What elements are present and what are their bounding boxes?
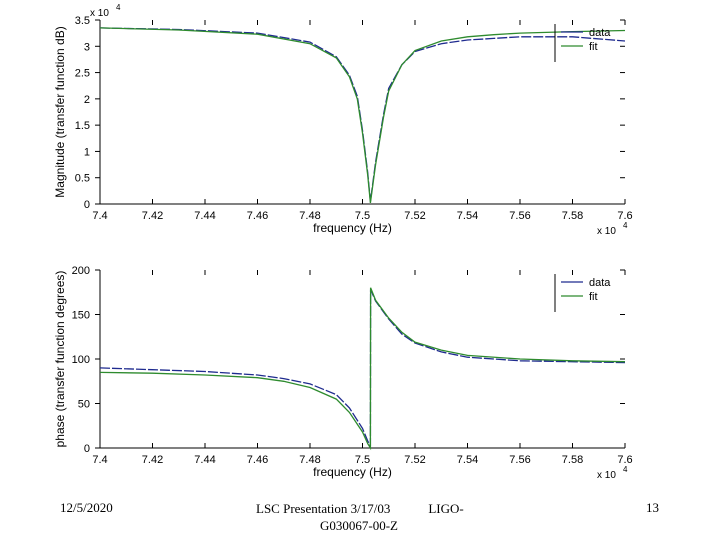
footer-date: 12/5/2020 (60, 500, 113, 515)
chart1-y-tick-label: 1.5 (75, 120, 90, 132)
chart1-x-tick-label: 7.48 (299, 210, 320, 222)
chart2-x-tick-label: 7.52 (404, 454, 425, 466)
chart2-y-tick-label: 0 (84, 443, 90, 455)
chart1-x-axis-label: frequency (Hz) (313, 221, 392, 235)
chart1-x-multiplier: x 10 (597, 226, 616, 237)
chart1-x-multiplier-exp: 4 (623, 221, 628, 230)
footer-page-number: 13 (646, 500, 659, 515)
chart2-legend-label-data: data (589, 277, 611, 289)
chart1-x-tick-label: 7.4 (92, 210, 107, 222)
chart1-legend-label-data: data (589, 27, 611, 39)
chart1-y-multiplier-exp: 4 (116, 3, 121, 12)
chart2-x-tick-label: 7.4 (92, 454, 107, 466)
chart2-x-tick-label: 7.6 (617, 454, 632, 466)
chart1-y-tick-label: 2.5 (75, 68, 90, 80)
chart1-x-tick-label: 7.52 (404, 210, 425, 222)
chart2-y-axis-label: phase (transfer function degrees) (53, 271, 67, 448)
chart2-series-data (99, 289, 626, 447)
chart1-y-tick-label: 3.5 (75, 15, 90, 27)
chart2-y-tick-label: 50 (78, 399, 90, 411)
chart2-x-tick-label: 7.5 (355, 454, 370, 466)
chart1-series-data (99, 27, 626, 202)
chart1-y-tick-label: 2 (84, 94, 90, 106)
chart2-x-tick-label: 7.48 (299, 454, 320, 466)
chart2-x-tick-label: 7.44 (194, 454, 215, 466)
chart1-x-tick-label: 7.46 (247, 210, 268, 222)
chart1-x-tick-label: 7.54 (457, 210, 478, 222)
chart2-x-tick-label: 7.46 (247, 454, 268, 466)
chart2-x-tick-label: 7.42 (142, 454, 163, 466)
chart2-x-axis-label: frequency (Hz) (313, 465, 392, 479)
chart1-x-tick-label: 7.58 (562, 210, 583, 222)
chart1-x-tick-label: 7.5 (355, 210, 370, 222)
chart1-y-tick-label: 0.5 (75, 173, 90, 185)
footer-presentation-line2: G030067-00-Z (320, 518, 398, 533)
chart1-x-tick-label: 7.6 (617, 210, 632, 222)
chart1-y-tick-label: 1 (84, 146, 90, 158)
chart2-legend-label-fit: fit (589, 291, 598, 303)
chart2-y-tick-label: 200 (72, 265, 90, 277)
chart2-x-tick-label: 7.54 (457, 454, 478, 466)
chart2-y-tick-label: 150 (72, 310, 90, 322)
chart2-x-tick-label: 7.58 (562, 454, 583, 466)
footer-ligo: LIGO- (428, 501, 464, 516)
chart1-legend-label-fit: fit (589, 41, 598, 53)
chart2-series-fit (99, 287, 626, 451)
chart1-x-tick-label: 7.56 (509, 210, 530, 222)
chart1-x-tick-label: 7.42 (142, 210, 163, 222)
chart1-y-tick-label: 3 (84, 41, 90, 53)
footer-presentation-line1: LSC Presentation 3/17/03 (256, 501, 391, 516)
chart2-x-multiplier: x 10 (597, 470, 616, 481)
footer-presentation: LSC Presentation 3/17/03 LIGO- G030067-00… (256, 500, 464, 534)
chart2-x-multiplier-exp: 4 (623, 465, 628, 474)
chart1-y-multiplier: x 10 (90, 8, 109, 19)
chart1-y-axis-label: Magnitude (transfer function dB) (53, 26, 67, 197)
chart1-y-tick-label: 0 (84, 199, 90, 211)
chart1-x-tick-label: 7.44 (194, 210, 215, 222)
chart2-y-tick-label: 100 (72, 354, 90, 366)
chart2-x-tick-label: 7.56 (509, 454, 530, 466)
chart1-series-fit (99, 27, 626, 203)
